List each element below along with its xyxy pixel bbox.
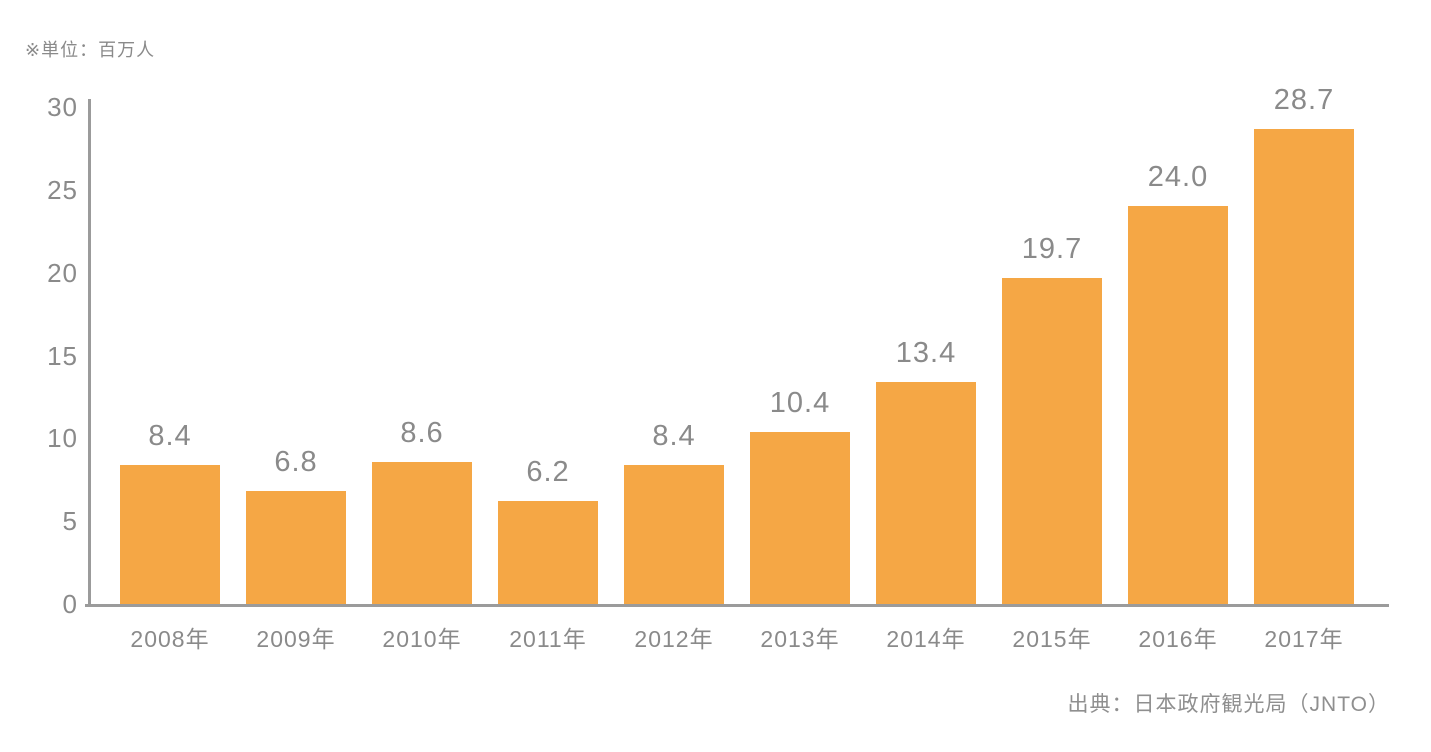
bar-value-label: 8.6 [400, 417, 444, 449]
y-tick-label: 0 [62, 589, 78, 619]
bar [876, 382, 976, 604]
x-axis-category-label: 2012年 [634, 626, 714, 652]
x-axis-category-label: 2010年 [382, 626, 462, 652]
x-axis-category-label: 2009年 [256, 626, 336, 652]
x-axis-category-label: 2017年 [1264, 626, 1344, 652]
bar [1254, 129, 1354, 604]
y-axis: 0 5 10 15 20 25 30 [0, 92, 78, 619]
bar [624, 465, 724, 604]
y-tick-label: 5 [62, 506, 78, 537]
bar-value-label: 10.4 [769, 387, 831, 419]
x-axis-category-label: 2014年 [886, 626, 966, 652]
y-tick-label: 30 [47, 92, 78, 122]
bar-value-label: 8.4 [148, 420, 192, 452]
x-axis-labels: 2008年 2009年 2010年 2011年 2012年 2013年 2014年 2015年… [88, 625, 1388, 665]
bar-value-label: 13.4 [895, 337, 957, 369]
bar-value-label: 19.7 [1021, 233, 1083, 265]
bar-value-label: 24.0 [1147, 161, 1209, 193]
x-axis-category-label: 2015年 [1012, 626, 1092, 652]
bar [498, 501, 598, 604]
bar [246, 491, 346, 604]
bar [750, 432, 850, 604]
x-axis-category-label: 2008年 [130, 626, 210, 652]
x-axis-category-label: 2013年 [760, 626, 840, 652]
bar [372, 462, 472, 604]
source-label: 出典：日本政府観光局（JNTO） [1067, 693, 1390, 716]
bar-value-label: 28.7 [1273, 84, 1335, 116]
bar [1002, 278, 1102, 604]
unit-label: ※単位：百万人 [25, 40, 156, 60]
x-axis-line [85, 604, 1389, 607]
bar [120, 465, 220, 604]
bar-value-label: 6.2 [526, 456, 570, 488]
y-tick-label: 20 [47, 257, 78, 288]
y-tick-label: 10 [47, 423, 78, 454]
x-axis-category-label: 2011年 [509, 626, 587, 652]
y-tick-label: 25 [47, 174, 78, 205]
bar [1128, 206, 1228, 604]
y-axis-line [88, 99, 91, 607]
x-axis-category-label: 2016年 [1138, 626, 1218, 652]
bar-value-label: 8.4 [652, 420, 696, 452]
plot-area: 8.4 6.8 8.6 6.2 8.4 10.4 13.4 19.7 24.0 28.7 [85, 84, 1389, 607]
bar-value-label: 6.8 [274, 446, 318, 478]
y-tick-label: 15 [47, 340, 78, 371]
